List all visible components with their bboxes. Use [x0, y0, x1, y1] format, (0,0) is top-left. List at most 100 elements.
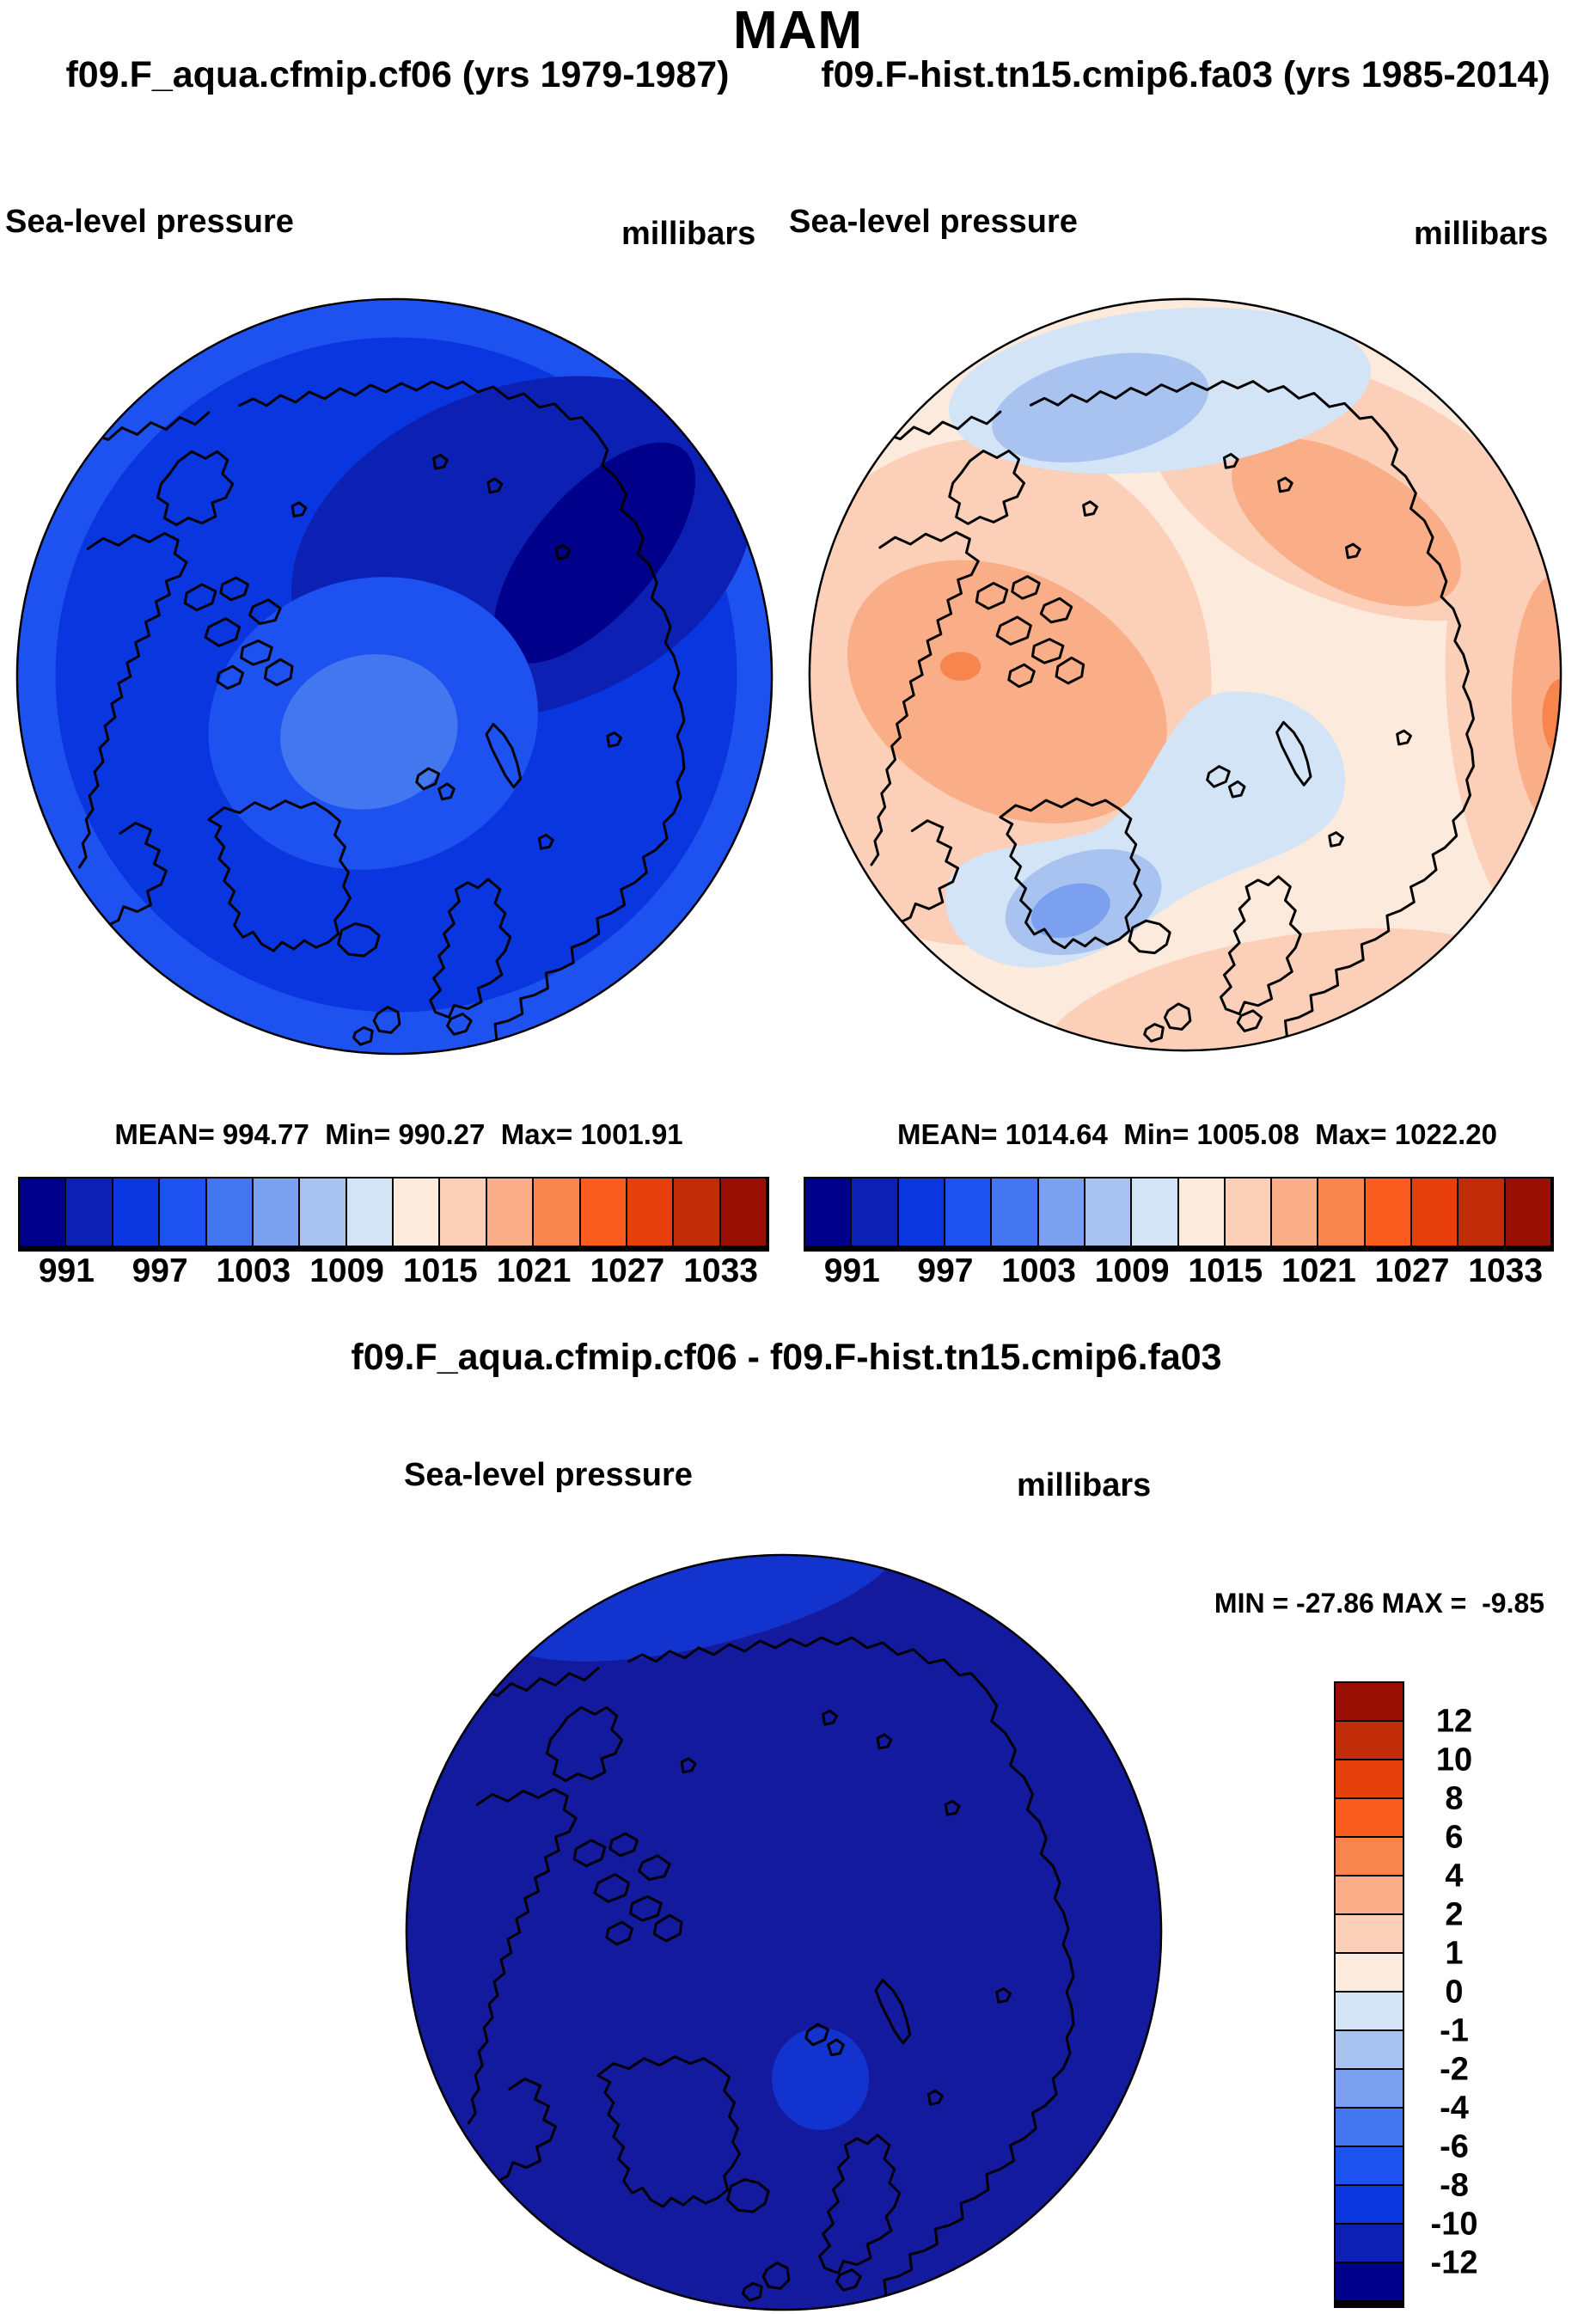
left-panel-subtitle: f09.F_aqua.cfmip.cf06 (yrs 1979-1987): [65, 54, 730, 95]
right-units-label: millibars: [1414, 216, 1549, 252]
colorbar-cell: [945, 1178, 993, 1246]
colorbar-cell: [1412, 1178, 1459, 1246]
colorbar-cell: [1336, 1722, 1403, 1760]
colorbar-cell: [20, 1178, 67, 1246]
colorbar-cell: [1336, 1954, 1403, 1993]
difference-title: f09.F_aqua.cfmip.cf06 - f09.F-hist.tn15.…: [351, 1337, 1222, 1378]
right-map-lowest-pressure-core: [1030, 883, 1110, 939]
difference-colorbar: 12 10 8 6 4 2 1 0 -1 -2 -4 -6 -8 -10 -12: [1334, 1681, 1477, 2304]
colorbar-cell: [720, 1178, 767, 1246]
colorbar-cell: [1365, 1178, 1413, 1246]
difference-map-svalbard-patch: [772, 2028, 870, 2130]
difference-map-rim: [405, 1553, 1163, 2311]
right-map-orange-spot-east: [1542, 678, 1562, 756]
colorbar-tick-label: 1015: [402, 1252, 478, 1289]
colorbar-tick-label: 991: [38, 1252, 95, 1289]
left-map-central-high: [280, 654, 458, 810]
left-map-rim: [15, 297, 774, 1056]
colorbar-cell: [346, 1178, 394, 1246]
colorbar-tick-label: 1: [1445, 1935, 1464, 1972]
right-map-blue-core-north: [992, 352, 1209, 462]
right-map-peach-south: [1044, 927, 1513, 1051]
page-title: MAM: [732, 1, 864, 60]
difference-minmax-line: MIN = -27.86 MAX = -9.85: [1214, 1588, 1545, 1619]
colorbar-cell: [898, 1178, 945, 1246]
colorbar-cell: [1336, 2147, 1403, 2186]
colorbar-tick-label: -10: [1430, 2206, 1478, 2243]
left-field-label: Sea-level pressure: [5, 204, 294, 240]
colorbar-cell: [394, 1178, 441, 1246]
right-pressure-map: [808, 297, 1562, 1052]
colorbar-cell: [1458, 1178, 1506, 1246]
colorbar-cell: [1336, 1683, 1403, 1722]
colorbar-tick-label: 0: [1445, 1974, 1464, 2011]
colorbar-cell: [992, 1178, 1039, 1246]
colorbar-cell: [1038, 1178, 1085, 1246]
colorbar-tick-label: -12: [1430, 2244, 1478, 2281]
colorbar-tick-label: 1015: [1188, 1252, 1263, 1289]
colorbar-tick-label: 997: [917, 1252, 974, 1289]
colorbar-cell: [805, 1178, 853, 1246]
colorbar-tick-label: 1027: [1374, 1252, 1450, 1289]
right-map-orange-spot-west: [939, 652, 981, 681]
colorbar-tick-label: 8: [1445, 1780, 1464, 1817]
colorbar-cell: [1272, 1178, 1319, 1246]
colorbar-tick-label: 1009: [1094, 1252, 1170, 1289]
colorbar-tick-label: 10: [1435, 1742, 1473, 1778]
colorbar-cell: [1225, 1178, 1273, 1246]
colorbar-cell: [1178, 1178, 1226, 1246]
colorbar-cell: [627, 1178, 675, 1246]
colorbar-cell: [1336, 1799, 1403, 1838]
left-stats-line: MEAN= 994.77 Min= 990.27 Max= 1001.91: [114, 1118, 683, 1150]
colorbar-cell: [1336, 2109, 1403, 2147]
colorbar-tick-label: 2: [1445, 1896, 1464, 1933]
right-stats-line: MEAN= 1014.64 Min= 1005.08 Max= 1022.20: [896, 1118, 1498, 1150]
colorbar-cell: [160, 1178, 207, 1246]
colorbar-cell: [580, 1178, 627, 1246]
colorbar-cell: [1505, 1178, 1552, 1246]
colorbar-tick-label: 1027: [590, 1252, 665, 1289]
colorbar-tick-label: 1021: [1281, 1252, 1356, 1289]
right-panel-subtitle: f09.F-hist.tn15.cmip6.fa03 (yrs 1985-201…: [821, 54, 1550, 95]
colorbar-cell: [1085, 1178, 1133, 1246]
difference-map-top-patch: [498, 1554, 899, 1662]
colorbar-cell: [1336, 2225, 1403, 2263]
colorbar-cell: [1336, 2263, 1403, 2302]
colorbar-tick-label: 1009: [309, 1252, 385, 1289]
colorbar-cell: [206, 1178, 254, 1246]
colorbar-cell: [1132, 1178, 1179, 1246]
right-map-salmon-west: [847, 560, 1167, 823]
colorbar-cell: [66, 1178, 113, 1246]
colorbar-tick-label: 997: [131, 1252, 188, 1289]
colorbar-tick-label: 1021: [496, 1252, 572, 1289]
left-map-lowest-pressure-blob: [493, 442, 696, 664]
colorbar-cell: [1336, 2031, 1403, 2070]
colorbar-cell: [534, 1178, 581, 1246]
colorbar-tick-label: 1003: [1001, 1252, 1076, 1289]
right-map-rim: [808, 297, 1562, 1052]
colorbar-cell: [1336, 1760, 1403, 1799]
colorbar-cell: [1336, 1838, 1403, 1876]
colorbar-tick-label: 1003: [216, 1252, 291, 1289]
right-field-label: Sea-level pressure: [789, 204, 1078, 240]
colorbar-tick-label: -4: [1440, 2090, 1469, 2127]
colorbar-cell: [1336, 2070, 1403, 2109]
colorbar-cell: [1318, 1178, 1366, 1246]
colorbar-tick-label: -2: [1440, 2051, 1469, 2088]
left-units-label: millibars: [621, 216, 756, 252]
difference-map: [405, 1553, 1163, 2311]
left-colorbar: 991 997 1003 1009 1015 1021 1027 1033: [18, 1177, 769, 1289]
colorbar-cell: [1336, 1876, 1403, 1915]
right-colorbar: 991 997 1003 1009 1015 1021 1027 1033: [804, 1177, 1554, 1289]
colorbar-cell: [1336, 1915, 1403, 1954]
colorbar-cell: [1336, 1993, 1403, 2031]
colorbar-cell: [440, 1178, 487, 1246]
colorbar-tick-label: 991: [823, 1252, 880, 1289]
colorbar-cell: [674, 1178, 721, 1246]
colorbar-tick-label: 6: [1445, 1819, 1464, 1856]
colorbar-cell: [300, 1178, 347, 1246]
colorbar-tick-label: -1: [1440, 2012, 1469, 2049]
colorbar-cell: [852, 1178, 899, 1246]
colorbar-tick-label: 12: [1435, 1703, 1473, 1740]
